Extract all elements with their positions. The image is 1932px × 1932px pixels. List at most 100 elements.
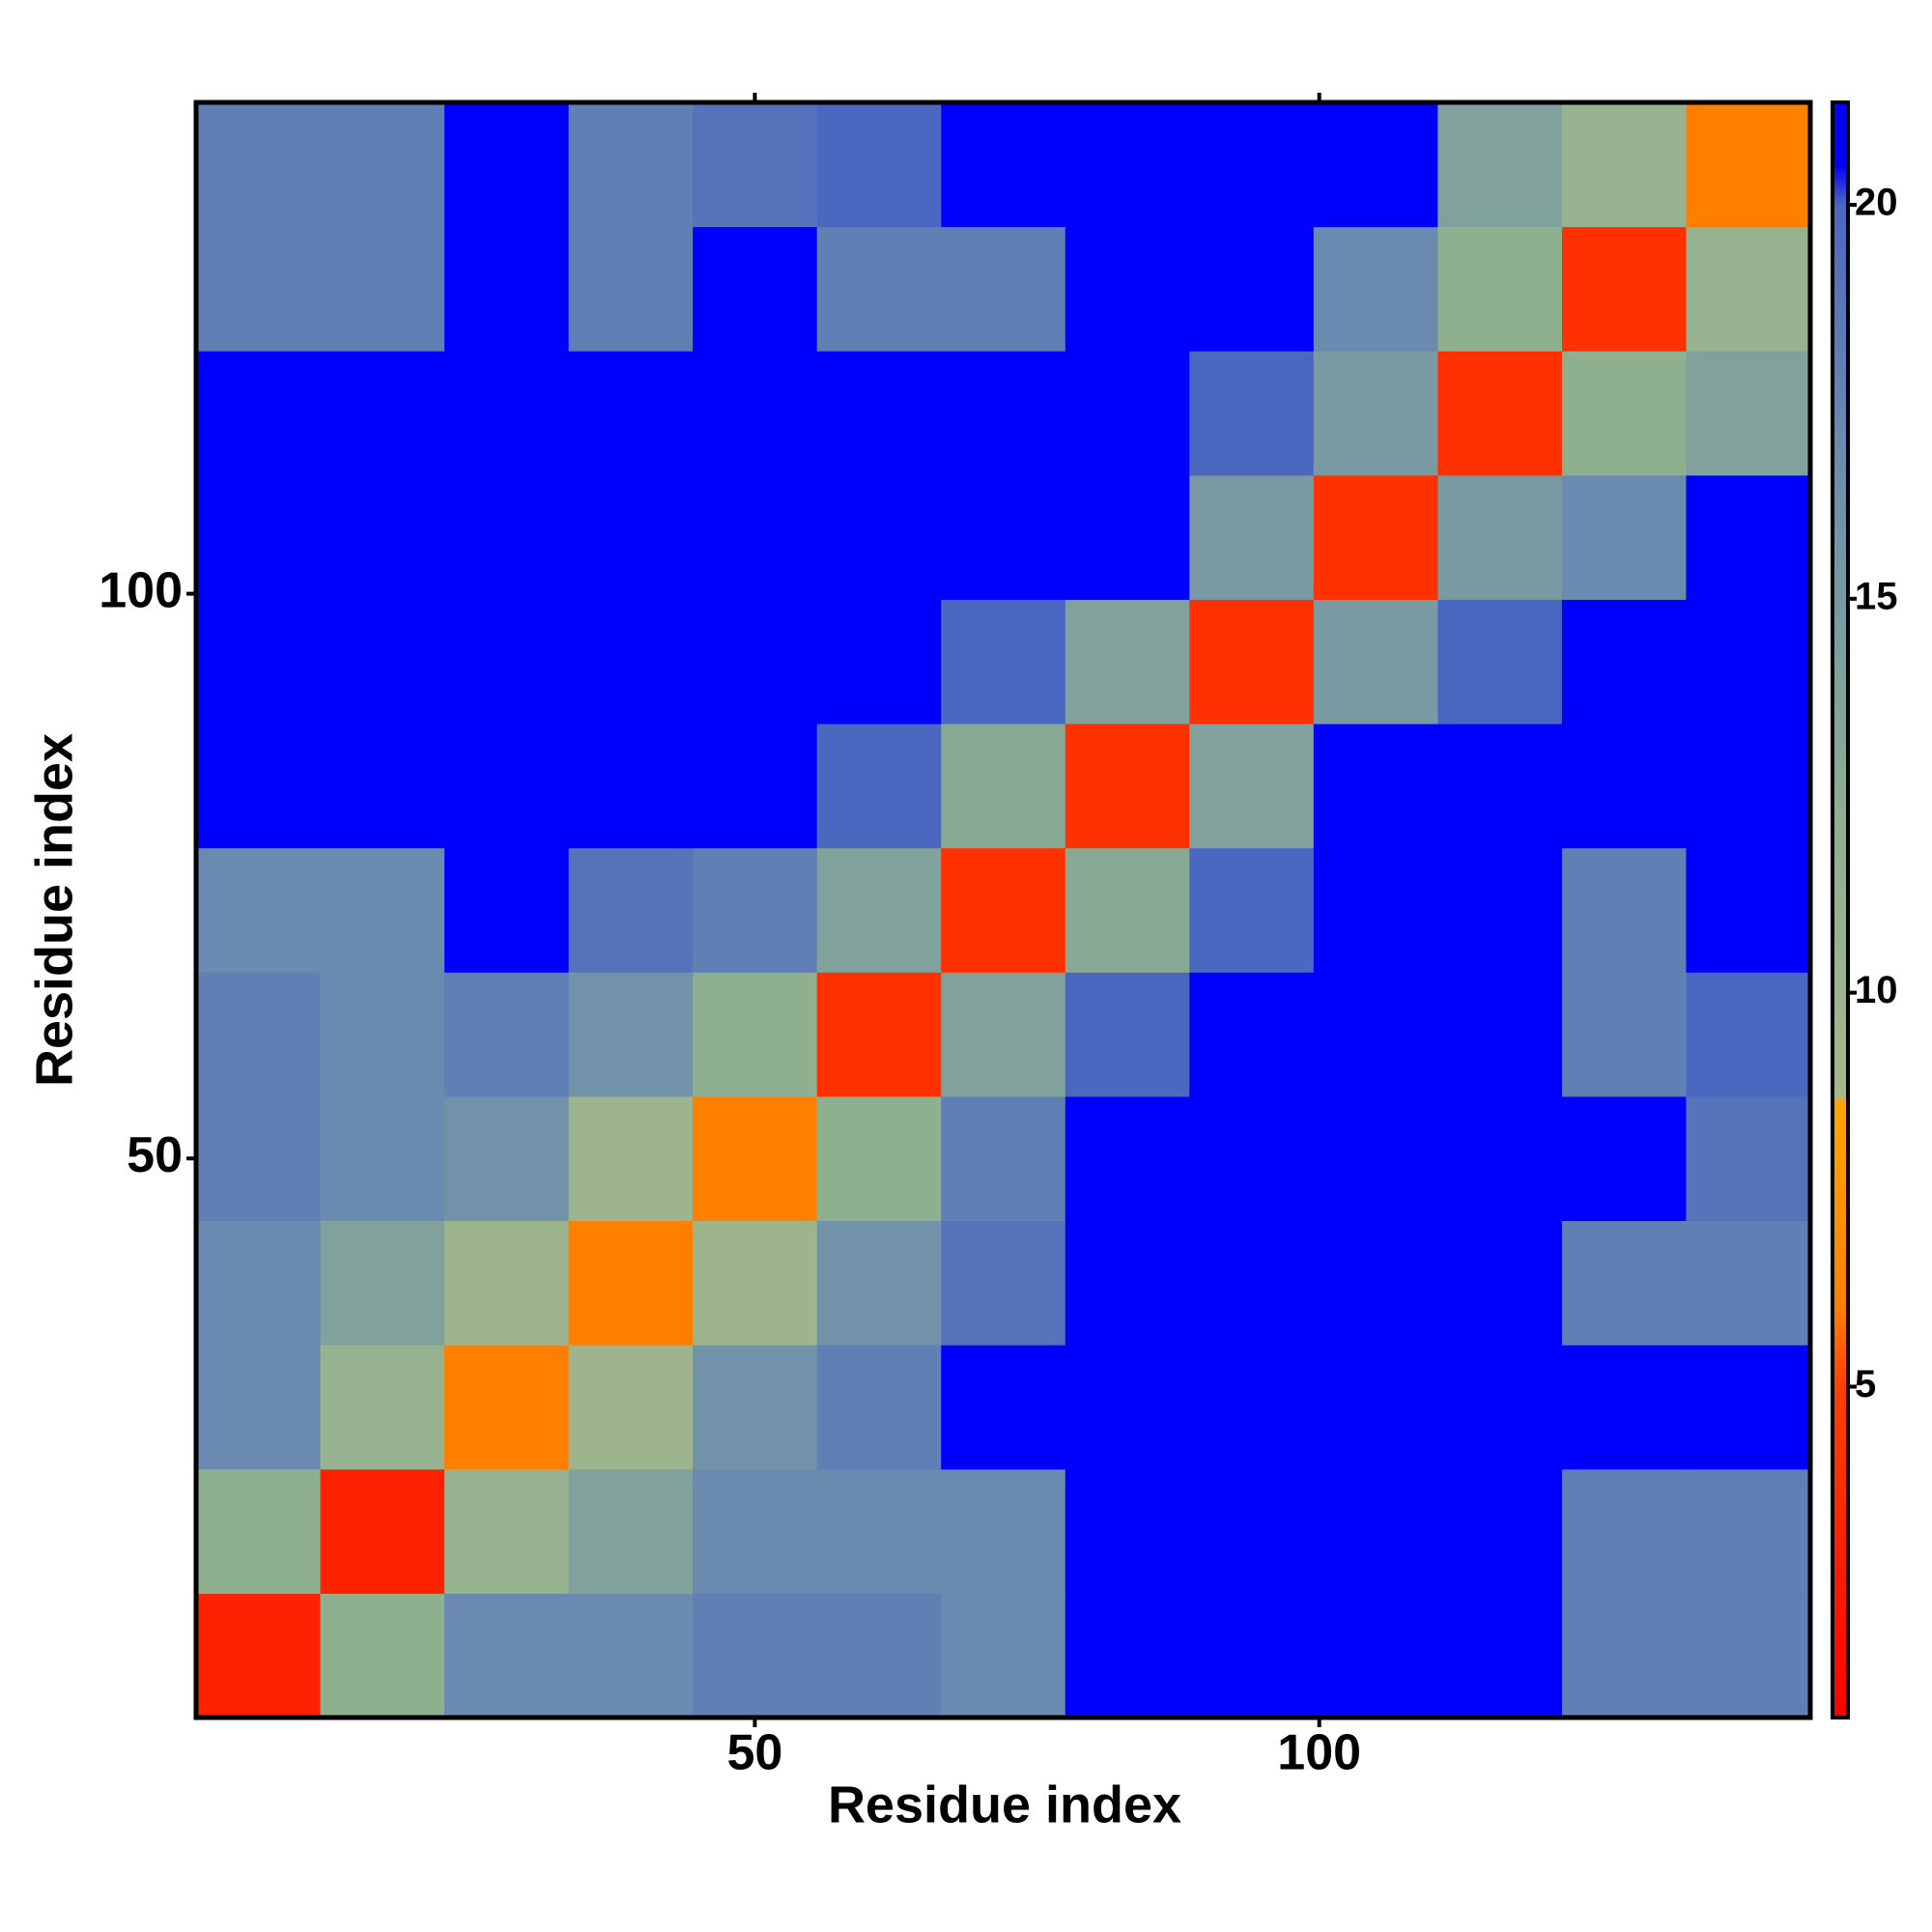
cell (693, 1220, 818, 1346)
cell (1313, 1345, 1438, 1470)
cell (1313, 847, 1438, 973)
cell (320, 474, 445, 600)
cell (693, 972, 818, 1097)
cell (693, 474, 818, 600)
cell (693, 724, 818, 849)
cell (196, 847, 322, 973)
cell (693, 226, 818, 352)
cell (1189, 1593, 1315, 1719)
cell (1561, 1468, 1687, 1594)
cell (941, 1468, 1066, 1594)
cell (196, 1593, 322, 1719)
cell (568, 226, 694, 352)
cell (941, 1220, 1066, 1346)
cell (1686, 474, 1811, 600)
cell (1313, 102, 1438, 228)
cell (816, 1095, 942, 1222)
cell (444, 847, 570, 973)
cell (196, 1468, 322, 1594)
cell (1189, 724, 1315, 849)
cell (941, 1593, 1066, 1719)
y-tick-label: 50 (127, 1127, 183, 1183)
cell (1561, 1593, 1687, 1719)
cell (1065, 972, 1190, 1097)
cell (693, 102, 818, 228)
cell (1065, 1345, 1190, 1470)
cell (1686, 847, 1811, 973)
cell (1189, 599, 1315, 724)
cell (320, 1345, 445, 1470)
cell (941, 724, 1066, 849)
cell (941, 972, 1066, 1097)
cell (1686, 1220, 1811, 1346)
cell (568, 474, 694, 600)
cell (1561, 1220, 1687, 1346)
cell (320, 847, 445, 973)
cell (320, 351, 445, 476)
cell (941, 599, 1066, 724)
cell (1561, 972, 1687, 1097)
cell (1437, 847, 1563, 973)
cell (1065, 1468, 1190, 1594)
cell (1437, 474, 1563, 600)
cell (568, 847, 694, 973)
cell (941, 102, 1066, 228)
cell (196, 351, 322, 476)
cell (816, 351, 942, 476)
cell (196, 972, 322, 1097)
colorbar-tick-label: 10 (1855, 969, 1898, 1011)
cell (1561, 1345, 1687, 1470)
cell (444, 1220, 570, 1346)
cell (693, 1095, 818, 1222)
cell (1437, 1593, 1563, 1719)
cell (693, 599, 818, 724)
cell (320, 1220, 445, 1346)
cell (568, 1345, 694, 1470)
cell (444, 1468, 570, 1594)
cell (444, 972, 570, 1097)
cell (1189, 1345, 1315, 1470)
heatmap-cells (196, 102, 1811, 1719)
cell (1686, 1345, 1811, 1470)
cell (1065, 847, 1190, 973)
cell (1561, 226, 1687, 352)
cell (568, 1095, 694, 1222)
cell (568, 1593, 694, 1719)
cell (1189, 972, 1315, 1097)
cell (1313, 474, 1438, 600)
cell (444, 351, 570, 476)
cell (1437, 226, 1563, 352)
cell (1313, 724, 1438, 849)
plot-frame (193, 99, 1813, 1720)
cell (1313, 599, 1438, 724)
cell (1686, 1593, 1811, 1719)
cell (1561, 724, 1687, 849)
cell (1065, 1593, 1190, 1719)
cell (1437, 1345, 1563, 1470)
cell (941, 226, 1066, 352)
cell (1437, 102, 1563, 228)
cell (1313, 1593, 1438, 1719)
cell (1561, 1095, 1687, 1222)
cell (1065, 102, 1190, 228)
cell (1561, 599, 1687, 724)
colorbar-tick-label: 20 (1855, 182, 1898, 224)
cell (320, 1593, 445, 1719)
cell (941, 474, 1066, 600)
cell (816, 1345, 942, 1470)
cell (1686, 1095, 1811, 1222)
x-tick-label: 100 (1277, 1725, 1361, 1781)
cell (1561, 102, 1687, 228)
cell (568, 1220, 694, 1346)
cell (1313, 1220, 1438, 1346)
cell (568, 599, 694, 724)
cell (816, 972, 942, 1097)
cell (1313, 351, 1438, 476)
cell (1686, 599, 1811, 724)
cell (1189, 351, 1315, 476)
cell (444, 1345, 570, 1470)
cell (816, 1593, 942, 1719)
cell (1561, 351, 1687, 476)
cell (816, 847, 942, 973)
cell (1065, 474, 1190, 600)
